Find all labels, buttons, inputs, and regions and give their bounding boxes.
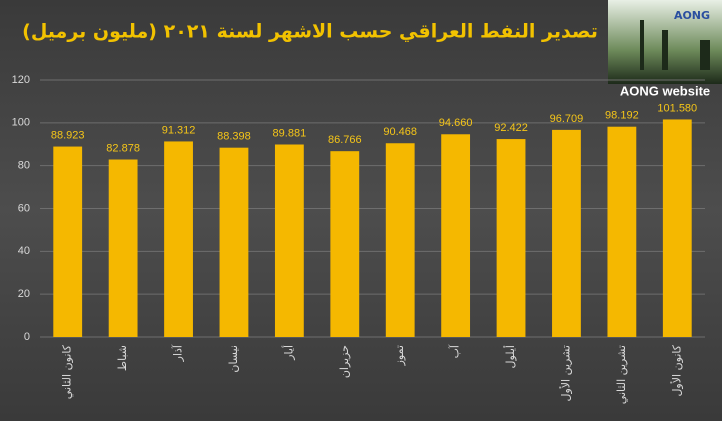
bar <box>164 141 193 337</box>
logo-tower <box>662 30 668 70</box>
y-tick-label: 60 <box>18 202 30 214</box>
y-tick-label: 40 <box>18 245 30 257</box>
y-tick-label: 0 <box>24 331 30 343</box>
data-label: 86.766 <box>328 134 362 146</box>
data-label: 92.422 <box>494 122 528 134</box>
data-label: 91.312 <box>162 124 196 136</box>
x-tick-label: أيلول <box>503 345 517 368</box>
bar <box>607 126 637 337</box>
logo-tower <box>640 20 644 70</box>
x-tick-label: تشرين الثاني <box>615 345 628 404</box>
data-label: 89.881 <box>273 127 307 139</box>
bar <box>662 119 692 338</box>
source-label: AONG website <box>620 83 710 98</box>
y-tick-label: 120 <box>12 74 30 86</box>
y-tick-label: 80 <box>18 160 30 172</box>
data-label: 101.580 <box>657 102 697 114</box>
data-label: 94.660 <box>439 117 473 129</box>
bar <box>552 129 581 337</box>
y-tick-label: 20 <box>18 288 30 300</box>
bar <box>53 146 83 337</box>
data-label: 98.192 <box>605 110 639 122</box>
bar <box>108 159 138 337</box>
x-tick-label: كانون الأول <box>669 344 683 396</box>
data-label: 88.398 <box>217 131 251 143</box>
logo-tower <box>700 40 710 70</box>
x-tick-label: تموز <box>393 345 406 366</box>
chart-title: تصدير النفط العراقي حسب الاشهر لسنة ٢٠٢١… <box>22 21 598 43</box>
x-tick-label: نيسان <box>227 345 240 373</box>
bar <box>441 134 471 337</box>
x-tick-label: شباط <box>116 345 129 371</box>
x-tick-label: تشرين الأول <box>558 345 572 402</box>
bar <box>385 143 415 337</box>
logo: AONG <box>608 0 722 84</box>
data-label: 90.468 <box>383 126 417 138</box>
bar <box>274 144 304 337</box>
x-tick-label: أيار <box>281 345 295 361</box>
y-tick-label: 100 <box>12 117 30 129</box>
data-label: 88.923 <box>51 129 85 141</box>
data-label: 96.709 <box>550 113 584 125</box>
logo-text: AONG <box>674 9 710 22</box>
x-tick-label: حزيران <box>338 345 351 378</box>
x-tick-label: آذار <box>171 344 185 362</box>
bar <box>219 147 249 337</box>
x-tick-label: آب <box>448 344 462 358</box>
x-tick-label: كانون الثاني <box>61 344 74 399</box>
bar <box>496 139 526 337</box>
data-label: 82.878 <box>106 142 140 154</box>
bar <box>330 151 360 337</box>
